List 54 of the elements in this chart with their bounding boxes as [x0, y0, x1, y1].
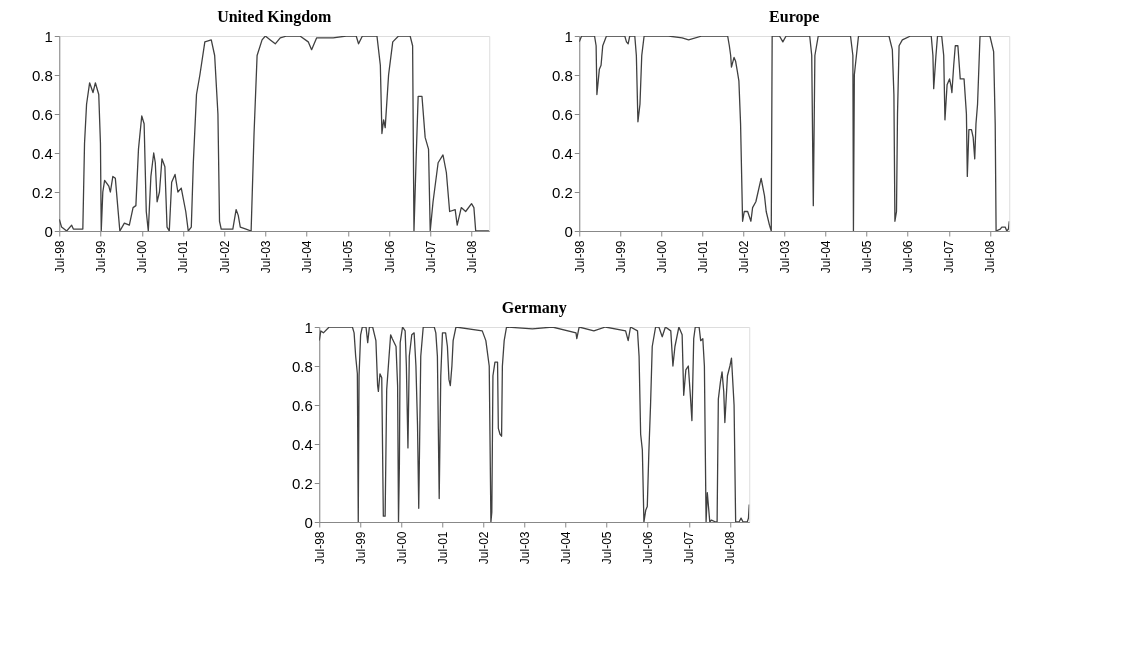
y-tick-label: 0	[304, 513, 313, 531]
y-tick-label: 0.4	[291, 435, 313, 453]
x-tick-label: Jul-00	[654, 240, 669, 274]
x-tick-label: Jul-03	[778, 240, 793, 274]
y-tick-label: 0.2	[31, 183, 53, 201]
y-tick-label: 0.4	[551, 144, 573, 162]
y-tick-label: 0.4	[31, 144, 53, 162]
x-tick-label: Jul-04	[559, 531, 574, 565]
x-tick-label: Jul-07	[682, 531, 697, 565]
x-tick-label: Jul-05	[600, 531, 615, 565]
x-tick-label: Jul-06	[641, 531, 656, 565]
y-tick-label: 1	[304, 318, 313, 336]
x-tick-label: Jul-01	[695, 240, 710, 274]
x-tick-label: Jul-08	[723, 531, 738, 565]
x-tick-label: Jul-05	[860, 240, 875, 274]
y-tick-label: 0.8	[551, 66, 573, 84]
x-tick-label: Jul-02	[217, 240, 232, 274]
x-tick-label: Jul-02	[736, 240, 751, 274]
x-tick-label: Jul-08	[465, 240, 480, 274]
x-tick-label: Jul-05	[341, 240, 356, 274]
x-tick-label: Jul-00	[135, 240, 150, 274]
x-tick-label: Jul-98	[52, 240, 67, 274]
x-tick-label: Jul-07	[942, 240, 957, 274]
y-tick-label: 0.6	[551, 105, 573, 123]
x-tick-label: Jul-06	[901, 240, 916, 274]
y-tick-label: 0	[44, 222, 53, 240]
x-tick-label: Jul-02	[476, 531, 491, 565]
x-tick-label: Jul-98	[572, 240, 587, 274]
y-tick-label: 0.6	[31, 105, 53, 123]
x-tick-label: Jul-99	[353, 531, 368, 565]
x-tick-label: Jul-01	[435, 531, 450, 565]
y-tick-label: 0.8	[31, 66, 53, 84]
x-tick-label: Jul-04	[300, 240, 315, 274]
y-tick-label: 0.8	[291, 357, 313, 375]
x-tick-label: Jul-00	[394, 531, 409, 565]
x-tick-label: Jul-01	[176, 240, 191, 274]
x-tick-label: Jul-08	[983, 240, 998, 274]
y-tick-label: 0	[564, 222, 573, 240]
x-tick-label: Jul-99	[93, 240, 108, 274]
x-tick-label: Jul-04	[819, 240, 834, 274]
y-tick-label: 0.2	[551, 183, 573, 201]
y-tick-label: 0.6	[291, 396, 313, 414]
x-tick-label: Jul-03	[518, 531, 533, 565]
y-tick-label: 1	[564, 27, 573, 45]
x-tick-label: Jul-98	[312, 531, 327, 565]
x-tick-label: Jul-06	[382, 240, 397, 274]
y-tick-label: 1	[44, 27, 53, 45]
y-tick-label: 0.2	[291, 474, 313, 492]
x-tick-label: Jul-03	[258, 240, 273, 274]
x-tick-label: Jul-07	[423, 240, 438, 274]
x-tick-label: Jul-99	[613, 240, 628, 274]
chart-title: Germany	[501, 299, 567, 317]
chart-title: United Kingdom	[217, 8, 333, 26]
chart-title: Europe	[769, 8, 820, 26]
